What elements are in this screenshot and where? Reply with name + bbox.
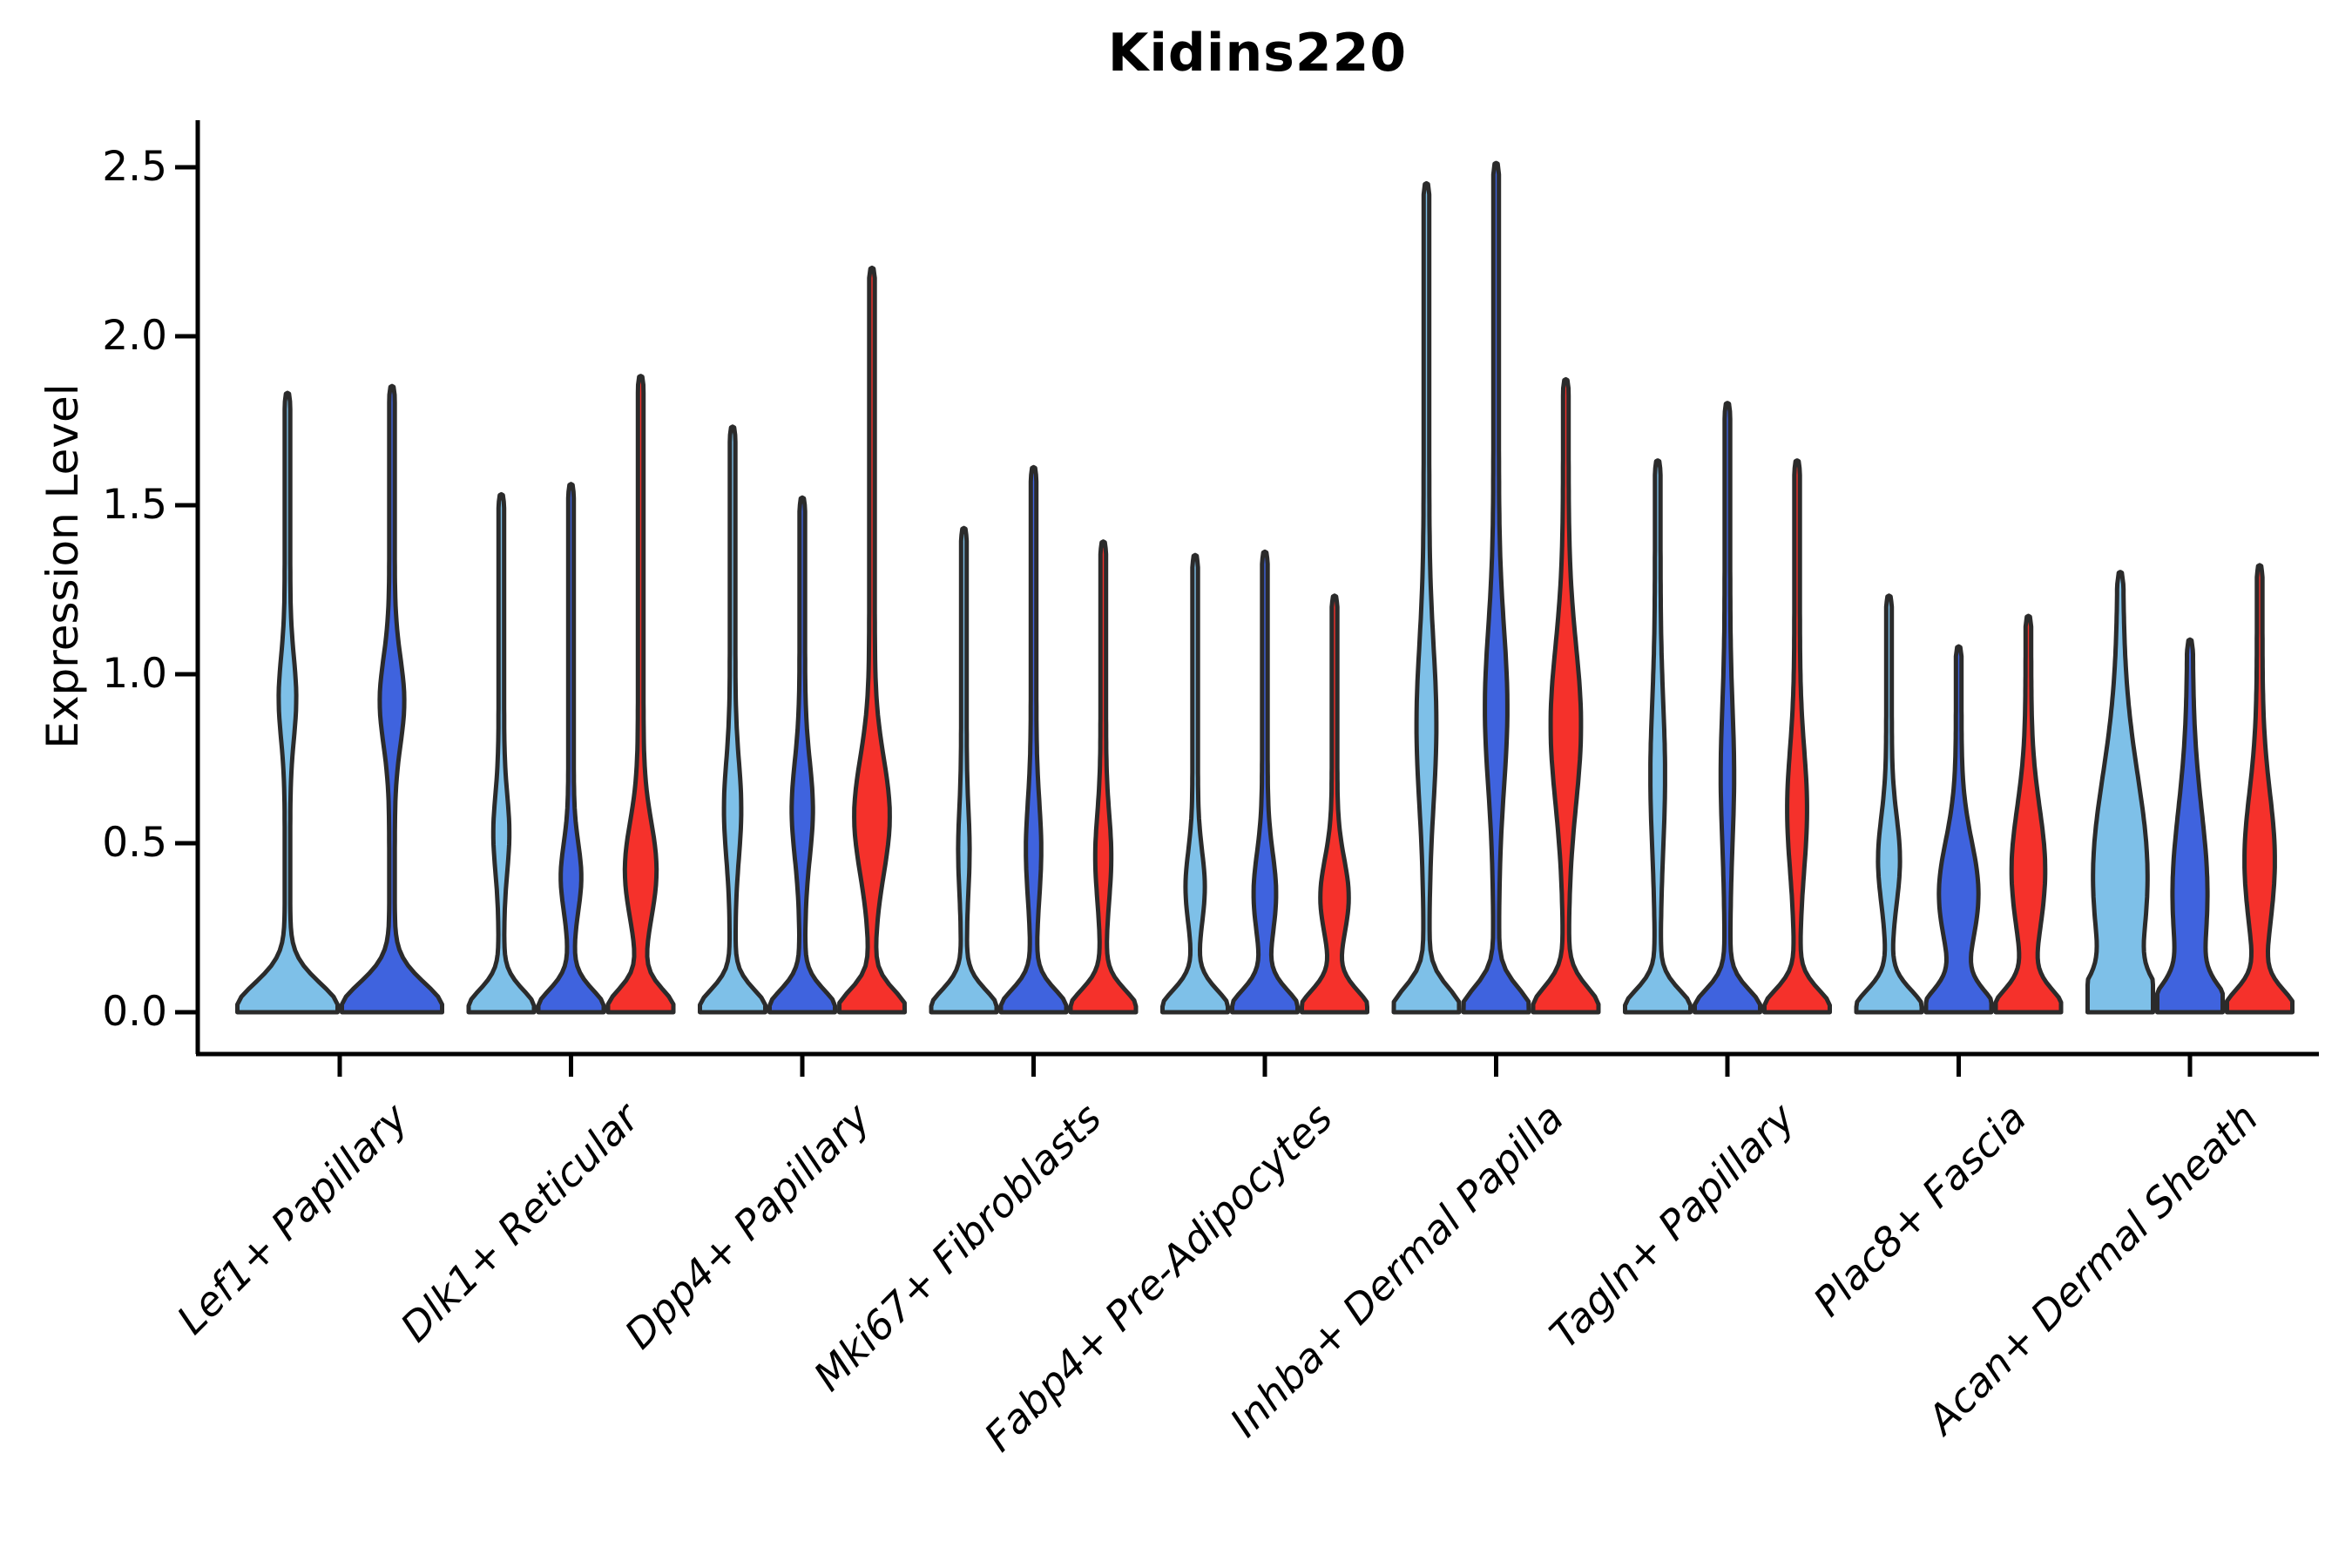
violin-5-red <box>1531 376 1601 1015</box>
y-tick-label: 0.5 <box>102 819 167 867</box>
chart-title: Kidins220 <box>1107 23 1408 84</box>
violin-8-blue_light <box>2085 570 2155 1015</box>
violin-7-red <box>1993 613 2064 1015</box>
violin-7-blue_dark <box>1923 644 1994 1015</box>
violin-1-blue_dark <box>536 482 606 1015</box>
y-tick-label: 1.5 <box>102 481 167 529</box>
violin-1-blue_light <box>466 491 537 1015</box>
violin-2-red <box>837 265 907 1015</box>
violin-2-blue_light <box>698 424 767 1015</box>
violin-1-red <box>605 374 676 1015</box>
violin-8-blue_dark <box>2155 637 2225 1015</box>
violin-0-blue_light <box>235 390 340 1015</box>
violin-0-blue_dark <box>340 383 444 1015</box>
y-tick-label: 2.0 <box>102 312 167 360</box>
violin-7-blue_light <box>1854 593 1924 1015</box>
y-tick-label: 0.0 <box>102 988 167 1036</box>
y-tick-label: 2.5 <box>102 143 167 191</box>
violin-3-blue_dark <box>998 464 1069 1015</box>
violin-3-red <box>1068 539 1139 1015</box>
violin-3-blue_light <box>929 525 999 1015</box>
violin-5-blue_light <box>1391 180 1462 1015</box>
violin-2-blue_dark <box>767 495 837 1015</box>
y-tick-label: 1.0 <box>102 650 167 698</box>
violin-4-blue_light <box>1160 552 1230 1015</box>
violin-6-blue_light <box>1623 458 1693 1015</box>
violin-6-red <box>1762 458 1832 1015</box>
violin-4-red <box>1300 593 1369 1015</box>
violin-6-blue_dark <box>1693 401 1762 1015</box>
violin-5-blue_dark <box>1461 160 1531 1015</box>
violin-8-red <box>2225 563 2295 1015</box>
violin-4-blue_dark <box>1230 549 1300 1015</box>
